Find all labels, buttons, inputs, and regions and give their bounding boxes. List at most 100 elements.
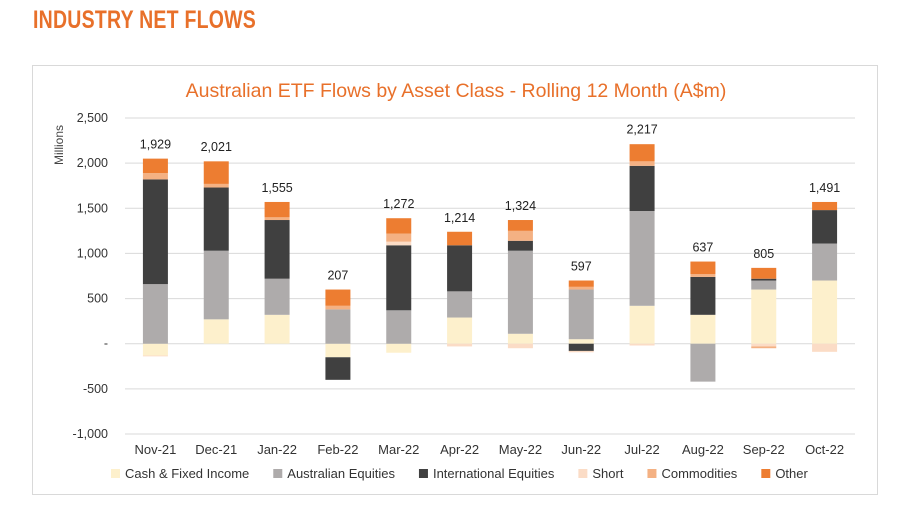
bar-segment <box>447 343 473 347</box>
bar-segment <box>203 187 229 251</box>
bar-segment <box>447 231 473 246</box>
legend-label: Commodities <box>661 466 737 481</box>
bar-segment <box>142 355 168 357</box>
bar-segment <box>812 201 838 211</box>
bar-segment <box>629 165 655 211</box>
bar-segment <box>507 220 533 231</box>
bar-segment <box>812 210 838 244</box>
bar-segment <box>203 161 229 184</box>
bar-segment <box>507 240 533 251</box>
y-tick-label: 2,000 <box>77 156 108 170</box>
chart-frame: Australian ETF Flows by Asset Class - Ro… <box>32 65 878 495</box>
total-data-label: 1,929 <box>140 138 171 152</box>
total-data-label: 1,491 <box>809 181 840 195</box>
bar-segment <box>629 144 655 162</box>
bar-segment <box>690 343 716 382</box>
bar-segment <box>142 179 168 285</box>
bar-segment <box>507 343 533 349</box>
bar-segment <box>751 343 777 347</box>
y-tick-label: - <box>104 337 108 351</box>
y-tick-label: 2,500 <box>77 111 108 125</box>
bar-segment <box>568 350 594 353</box>
bars <box>142 144 838 382</box>
bar-segment <box>690 276 716 315</box>
section-header: INDUSTRY NET FLOWS <box>33 6 257 34</box>
y-tick-label: 500 <box>87 292 108 306</box>
bar-segment <box>325 305 351 310</box>
bar-segment <box>386 218 412 234</box>
chart-title: Australian ETF Flows by Asset Class - Ro… <box>186 80 727 102</box>
bar-segment <box>386 245 412 311</box>
x-tick-label: Mar-22 <box>378 442 419 457</box>
total-data-label: 1,555 <box>261 181 292 195</box>
y-tick-label: -500 <box>83 382 108 396</box>
bar-segment <box>325 343 351 358</box>
bar-segment <box>142 343 168 356</box>
bar-segment <box>142 173 168 180</box>
bar-segment <box>386 233 412 242</box>
bar-segment <box>751 267 777 279</box>
bar-segment <box>447 291 473 318</box>
x-tick-label: Jun-22 <box>561 442 601 457</box>
bar-segment <box>568 280 594 287</box>
bar-segment <box>507 230 533 241</box>
bar-segment <box>629 210 655 306</box>
bar-segment <box>264 201 290 218</box>
bar-segment <box>507 333 533 344</box>
legend-label: Short <box>592 466 623 481</box>
legend-swatch <box>273 469 283 478</box>
y-tick-label: 1,500 <box>77 201 108 215</box>
bar-segment <box>264 314 290 344</box>
bar-segment <box>203 250 229 320</box>
x-tick-label: Nov-21 <box>134 442 176 457</box>
bar-segment <box>203 183 229 188</box>
bar-segment <box>264 220 290 279</box>
total-data-label: 1,324 <box>505 199 536 213</box>
legend-label: Australian Equities <box>287 466 395 481</box>
x-tick-label: Dec-21 <box>195 442 237 457</box>
total-data-label: 1,272 <box>383 197 414 211</box>
bar-segment <box>690 261 716 275</box>
bar-segment <box>447 317 473 344</box>
legend-swatch <box>761 469 771 478</box>
total-data-label: 597 <box>571 260 592 274</box>
bar-segment <box>507 250 533 334</box>
bar-segment <box>751 280 777 290</box>
x-tick-label: Sep-22 <box>743 442 785 457</box>
x-tick-label: Oct-22 <box>805 442 844 457</box>
x-axis-ticks: Nov-21 Dec-21 Jan-22 Feb-22 Mar-22 Apr-22 May-… <box>134 442 844 457</box>
bar-segment <box>812 243 838 281</box>
bar-segment <box>812 343 838 352</box>
x-tick-label: Jan-22 <box>257 442 297 457</box>
bar-segment <box>568 286 594 290</box>
legend-label: Cash & Fixed Income <box>125 466 249 481</box>
legend-swatch <box>111 469 120 478</box>
bar-segment <box>325 289 351 306</box>
total-data-label: 637 <box>692 241 713 255</box>
x-tick-label: Apr-22 <box>440 442 479 457</box>
legend-label: Other <box>775 466 808 481</box>
y-axis-label: Millions <box>52 125 66 165</box>
bar-segment <box>751 346 777 349</box>
bar-segment <box>142 158 168 174</box>
bar-segment <box>629 343 655 346</box>
total-data-label: 1,214 <box>444 211 475 225</box>
bar-segment <box>751 278 777 281</box>
bar-segment <box>386 343 412 353</box>
bar-segment <box>690 314 716 344</box>
x-tick-label: Jul-22 <box>624 442 659 457</box>
total-data-label: 2,021 <box>201 140 232 154</box>
bar-segment <box>629 305 655 344</box>
gridlines <box>125 117 855 435</box>
total-data-label: 207 <box>327 269 348 283</box>
x-tick-label: Feb-22 <box>317 442 358 457</box>
bar-segment <box>568 339 594 344</box>
total-labels: 1,929 2,021 1,555 207 1,272 1,214 1,324 597 2,21… <box>140 123 840 283</box>
x-tick-label: Aug-22 <box>682 442 724 457</box>
bar-segment <box>325 309 351 344</box>
legend-label: International Equities <box>433 466 555 481</box>
legend: Cash & Fixed Income Australian Equities In… <box>111 466 808 481</box>
legend-swatch <box>578 469 588 478</box>
legend-swatch <box>647 469 657 478</box>
bar-segment <box>386 241 412 246</box>
